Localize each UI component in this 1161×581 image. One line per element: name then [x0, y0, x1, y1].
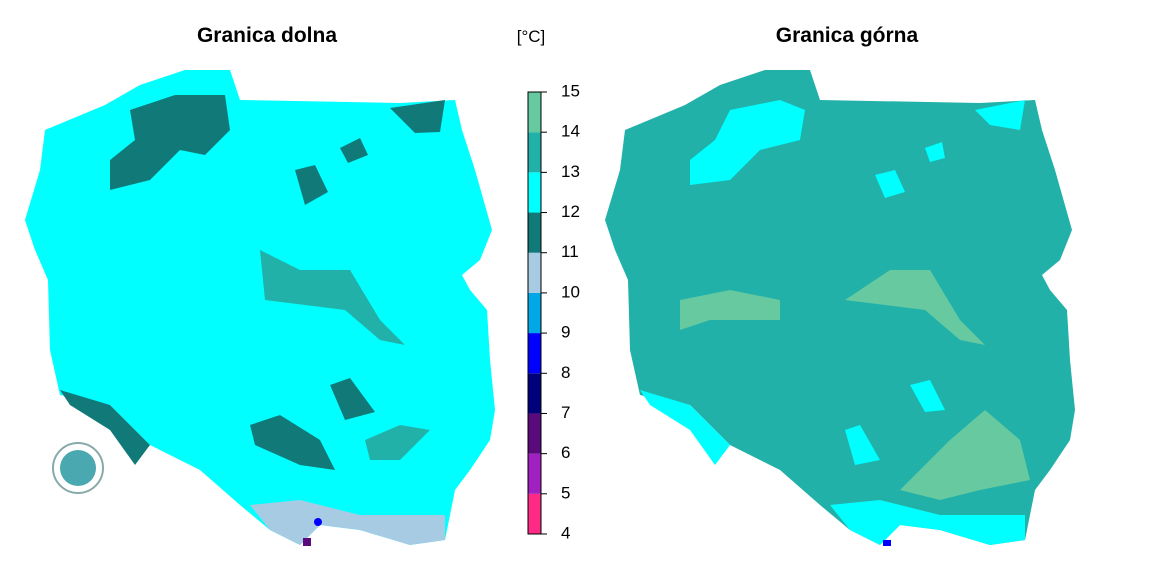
region — [900, 410, 1030, 500]
legend-tick-label: 11 — [561, 242, 579, 261]
region — [690, 100, 805, 185]
logo — [60, 450, 96, 486]
region — [340, 138, 368, 163]
legend-unit: [°C] — [517, 27, 546, 46]
legend-tick-label: 7 — [561, 403, 570, 422]
region — [390, 100, 445, 133]
legend-tick-label: 4 — [561, 523, 570, 542]
region — [925, 142, 945, 162]
legend-swatch — [528, 252, 541, 293]
region — [295, 165, 328, 205]
region — [830, 500, 1025, 545]
map-right — [605, 70, 1075, 546]
legend-frame — [527, 91, 542, 535]
legend-tick-label: 8 — [561, 363, 570, 382]
legend-swatch — [528, 373, 541, 414]
legend-tick-label: 10 — [561, 282, 580, 301]
region — [845, 425, 880, 465]
legend-swatch — [528, 132, 541, 173]
legend-swatch — [528, 172, 541, 213]
legend-tick-label: 15 — [561, 81, 580, 100]
region — [330, 378, 375, 420]
legend-tick-label: 5 — [561, 483, 570, 502]
legend-tick-label: 6 — [561, 443, 570, 462]
region — [250, 500, 445, 545]
region — [110, 95, 230, 190]
region — [303, 538, 311, 546]
legend-tick-label: 14 — [561, 122, 580, 141]
region — [975, 100, 1025, 130]
region — [883, 540, 891, 546]
map-title: Granica górna — [776, 24, 919, 47]
legend-swatch — [528, 333, 541, 374]
legend-swatch — [528, 493, 541, 534]
legend-swatch — [528, 413, 541, 454]
region — [365, 425, 430, 460]
legend-tick-label: 9 — [561, 323, 570, 342]
region — [314, 518, 322, 526]
legend-swatch — [528, 212, 541, 253]
legend-tick-label: 13 — [561, 162, 580, 181]
map-title: Granica dolna — [197, 24, 337, 47]
legend-tick-label: 12 — [561, 202, 580, 221]
legend-swatch — [528, 292, 541, 334]
region — [910, 380, 945, 412]
region — [250, 415, 335, 470]
region — [680, 290, 780, 330]
map-left — [25, 70, 495, 546]
region — [875, 170, 905, 198]
region — [845, 270, 985, 345]
legend-swatch — [528, 92, 541, 133]
legend-swatch — [528, 453, 541, 494]
region — [60, 390, 150, 465]
region — [640, 390, 730, 465]
region — [260, 250, 405, 345]
